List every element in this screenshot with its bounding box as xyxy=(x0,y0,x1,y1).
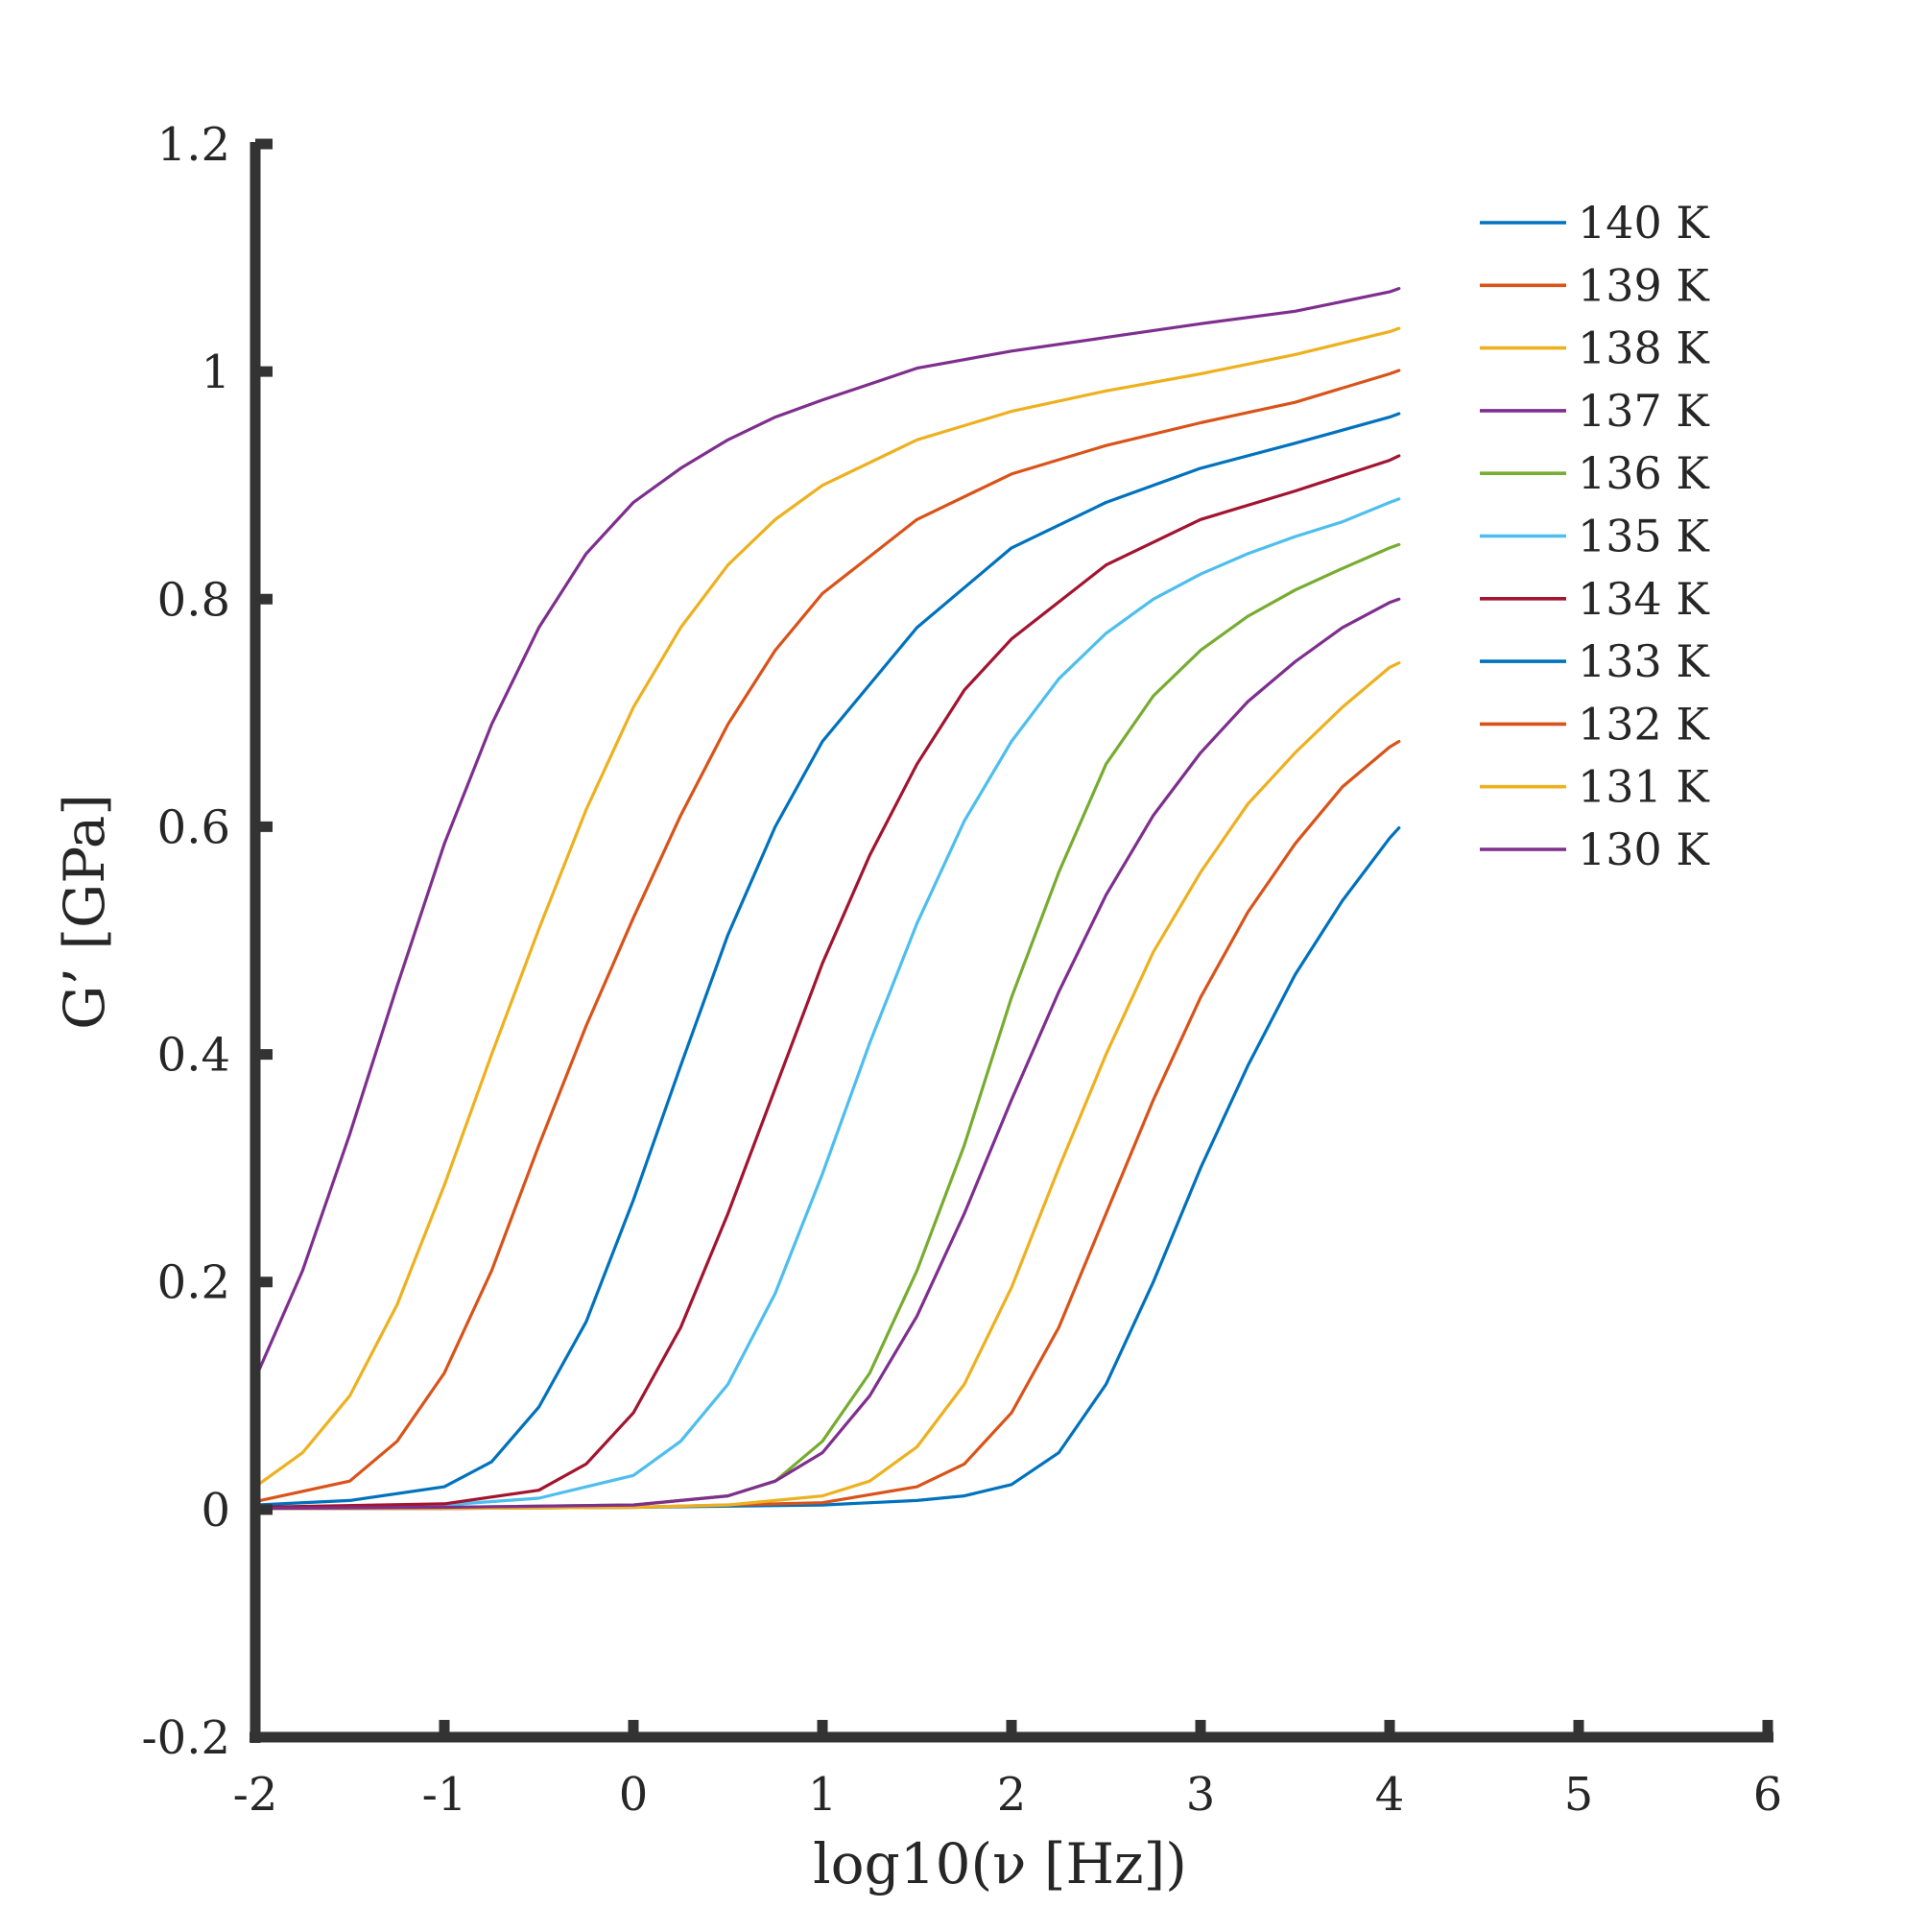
legend-label-0: 140 K xyxy=(1578,197,1710,249)
tick-labels: -2 -1 0 1 2 3 4 5 6 -0.2 0 0.2 0.4 0.6 0.8 1 1.2 xyxy=(141,118,1782,1822)
series-line-9 xyxy=(253,661,1401,1511)
y-tick-label: 0.8 xyxy=(157,573,230,627)
series-line-5 xyxy=(253,497,1401,1511)
x-axis-label: log10(ν [Hz]) xyxy=(813,1831,1187,1896)
series-line-1 xyxy=(253,369,1401,1504)
y-tick-label: 1.2 xyxy=(157,118,230,172)
legend-label-1: 139 K xyxy=(1578,259,1710,311)
legend-label-4: 136 K xyxy=(1578,447,1710,499)
series-line-4 xyxy=(253,542,1401,1511)
x-tick-label: 2 xyxy=(997,1768,1027,1822)
x-tick-label: 3 xyxy=(1186,1768,1216,1822)
y-tick-label: 0.6 xyxy=(157,800,230,854)
x-tick-label: 4 xyxy=(1375,1768,1405,1822)
series-line-8 xyxy=(253,739,1401,1511)
legend: 140 K 139 K 138 K 137 K 136 K 135 K 134 K 133 K… xyxy=(1480,197,1710,875)
x-tick-label: -2 xyxy=(233,1768,278,1822)
x-tick-label: 6 xyxy=(1753,1768,1783,1822)
x-tick-label: -1 xyxy=(422,1768,467,1822)
x-tick-label: 5 xyxy=(1564,1768,1594,1822)
y-tick-label: 0.2 xyxy=(157,1256,230,1310)
y-tick-label: 1 xyxy=(201,346,230,399)
series-line-6 xyxy=(253,454,1401,1510)
series-line-7 xyxy=(253,826,1401,1511)
legend-label-3: 137 K xyxy=(1578,385,1710,437)
legend-label-2: 138 K xyxy=(1578,322,1710,374)
series-line-3 xyxy=(253,287,1401,1381)
legend-label-5: 135 K xyxy=(1578,511,1710,562)
y-axis-label: G’ [GPa] xyxy=(52,794,117,1030)
legend-label-9: 131 K xyxy=(1578,761,1710,813)
y-tick-label: 0 xyxy=(201,1484,230,1538)
legend-label-10: 130 K xyxy=(1578,823,1710,875)
series-line-2 xyxy=(253,326,1401,1489)
legend-label-7: 133 K xyxy=(1578,635,1710,687)
series-layer xyxy=(253,287,1401,1511)
legend-label-6: 134 K xyxy=(1578,573,1710,625)
legend-label-8: 132 K xyxy=(1578,698,1710,750)
x-tick-label: 1 xyxy=(808,1768,838,1822)
x-tick-label: 0 xyxy=(619,1768,649,1822)
y-tick-label: 0.4 xyxy=(157,1029,230,1083)
y-tick-label: -0.2 xyxy=(141,1711,230,1765)
axes-layer xyxy=(250,138,1773,1743)
series-line-10 xyxy=(253,597,1401,1511)
series-line-0 xyxy=(253,412,1401,1507)
